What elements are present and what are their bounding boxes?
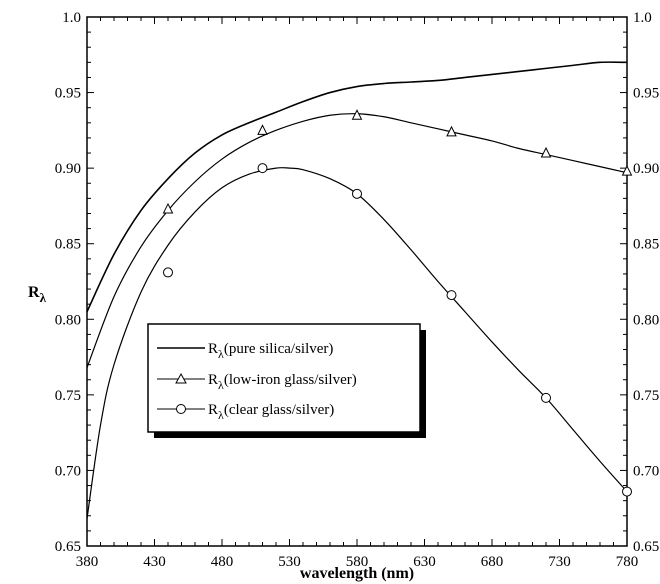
y-tick-label-left: 0.85 xyxy=(55,237,81,253)
y-tick-label-left: 0.75 xyxy=(55,388,81,404)
legend-label-clear-glass-rest: (clear glass/silver) xyxy=(224,402,334,418)
y-tick-label-left: 1.0 xyxy=(62,10,81,26)
legend-label-pure-silica-main: R xyxy=(208,341,218,357)
legend-label-low-iron-sub: λ xyxy=(218,378,224,392)
data-point-triangle xyxy=(621,165,633,176)
y-tick-label-right: 0.95 xyxy=(633,86,659,102)
x-tick-label: 480 xyxy=(211,554,234,570)
series-layer xyxy=(86,61,633,519)
x-tick-label: 630 xyxy=(413,554,436,570)
legend-label-pure-silica-rest: (pure silica/silver) xyxy=(224,341,334,357)
data-point-circle xyxy=(446,290,457,301)
y-tick-label-left: 0.80 xyxy=(55,312,81,328)
legend-label-pure-silica-sub: λ xyxy=(218,347,224,361)
y-tick-label-right: 0.90 xyxy=(633,161,659,177)
data-point-circle xyxy=(257,163,268,174)
x-tick-label: 780 xyxy=(616,554,639,570)
y-axis-title-main: R xyxy=(28,284,40,301)
y-tick-label-left: 0.65 xyxy=(55,539,81,555)
y-tick-label-left: 0.70 xyxy=(55,463,81,479)
data-point-triangle xyxy=(162,202,174,214)
y-axis-title: Rλ xyxy=(28,284,47,305)
legend-label-clear-glass-sub: λ xyxy=(218,408,224,422)
y-tick-label-left: 0.90 xyxy=(55,161,81,177)
y-tick-label-right: 0.70 xyxy=(633,463,659,479)
data-point-circle xyxy=(352,188,362,199)
x-axis-title: wavelength (nm) xyxy=(300,565,414,582)
data-point-triangle xyxy=(351,109,363,120)
y-tick-label-right: 0.65 xyxy=(633,539,659,555)
legend-box xyxy=(147,323,421,433)
data-point-triangle xyxy=(540,146,552,158)
legend-label-low-iron: Rλ(low-iron glass/silver) xyxy=(208,372,357,392)
data-point-circle xyxy=(541,392,551,403)
legend-label-clear-glass-main: R xyxy=(208,402,218,418)
x-tick-label: 430 xyxy=(143,554,166,570)
x-tick-label: 530 xyxy=(278,554,301,570)
x-tick-label: 680 xyxy=(481,554,504,570)
legend-marker-triangle xyxy=(175,372,187,384)
data-point-circle xyxy=(622,486,632,497)
legend-label-clear-glass: Rλ(clear glass/silver) xyxy=(208,402,334,422)
y-tick-label-right: 1.0 xyxy=(633,10,652,26)
data-point-circle xyxy=(163,267,173,278)
y-tick-label-right: 0.80 xyxy=(633,312,659,328)
data-point-triangle xyxy=(257,124,268,135)
series-line-pure-silica xyxy=(86,61,628,313)
legend-label-pure-silica: Rλ(pure silica/silver) xyxy=(208,341,333,361)
x-tick-label: 580 xyxy=(346,554,369,570)
legend: Rλ(pure silica/silver) Rλ(low-iron glass… xyxy=(147,323,426,438)
y-tick-label-left: 0.95 xyxy=(55,86,81,102)
y-tick-label-right: 0.85 xyxy=(633,237,659,253)
series-line-clear-glass xyxy=(86,167,628,519)
data-point-triangle xyxy=(446,125,457,137)
y-tick-label-right: 0.75 xyxy=(633,388,659,404)
y-axis-title-sub: λ xyxy=(40,290,47,305)
legend-label-low-iron-main: R xyxy=(208,372,218,388)
legend-marker-circle xyxy=(176,404,186,414)
x-tick-label: 730 xyxy=(548,554,571,570)
legend-label-low-iron-rest: (low-iron glass/silver) xyxy=(224,372,357,388)
x-tick-label: 380 xyxy=(76,554,99,570)
